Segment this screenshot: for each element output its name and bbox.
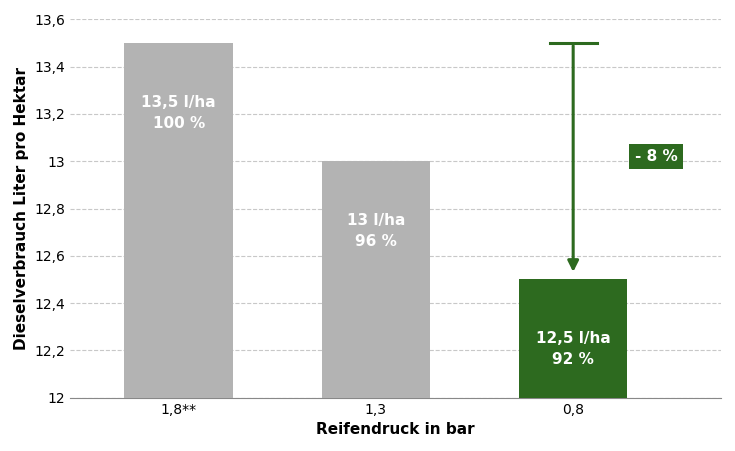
Text: 13,5 l/ha
100 %: 13,5 l/ha 100 % [141,95,216,131]
Bar [322,161,430,398]
Text: - 8 %: - 8 % [634,149,678,164]
Text: 13 l/ha
96 %: 13 l/ha 96 % [347,213,405,249]
Bar [124,43,233,398]
Text: 12,5 l/ha
92 %: 12,5 l/ha 92 % [536,331,611,368]
X-axis label: Reifendruck in bar: Reifendruck in bar [316,422,475,437]
Y-axis label: Dieselverbrauch Liter pro Hektar: Dieselverbrauch Liter pro Hektar [14,67,29,350]
Bar [519,280,628,398]
